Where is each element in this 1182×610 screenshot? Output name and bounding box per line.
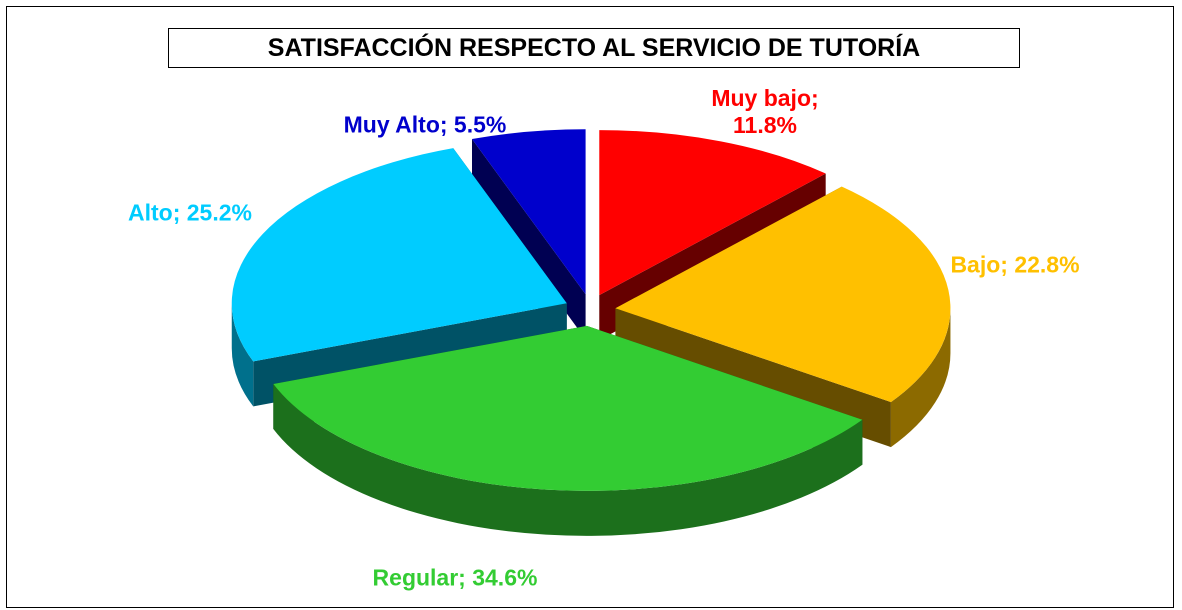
pie-slice xyxy=(231,148,567,362)
chart-title: SATISFACCIÓN RESPECTO AL SERVICIO DE TUT… xyxy=(168,28,1020,68)
pie-slice xyxy=(615,186,951,403)
data-label: Bajo; 22.8% xyxy=(950,251,1080,278)
data-label: Regular; 34.6% xyxy=(372,564,538,591)
slice-side xyxy=(273,384,863,536)
slice-side xyxy=(231,303,254,407)
slice-side xyxy=(890,308,951,448)
pie-slice xyxy=(599,130,826,296)
chart-frame xyxy=(6,6,1174,608)
pie-slice xyxy=(472,129,586,295)
slice-wall xyxy=(472,139,586,340)
pie-slice xyxy=(273,325,863,491)
data-label: Alto; 25.2% xyxy=(128,199,252,226)
data-label: Muy Alto; 5.5% xyxy=(343,111,507,138)
data-label: Muy bajo; 11.8% xyxy=(711,85,819,138)
